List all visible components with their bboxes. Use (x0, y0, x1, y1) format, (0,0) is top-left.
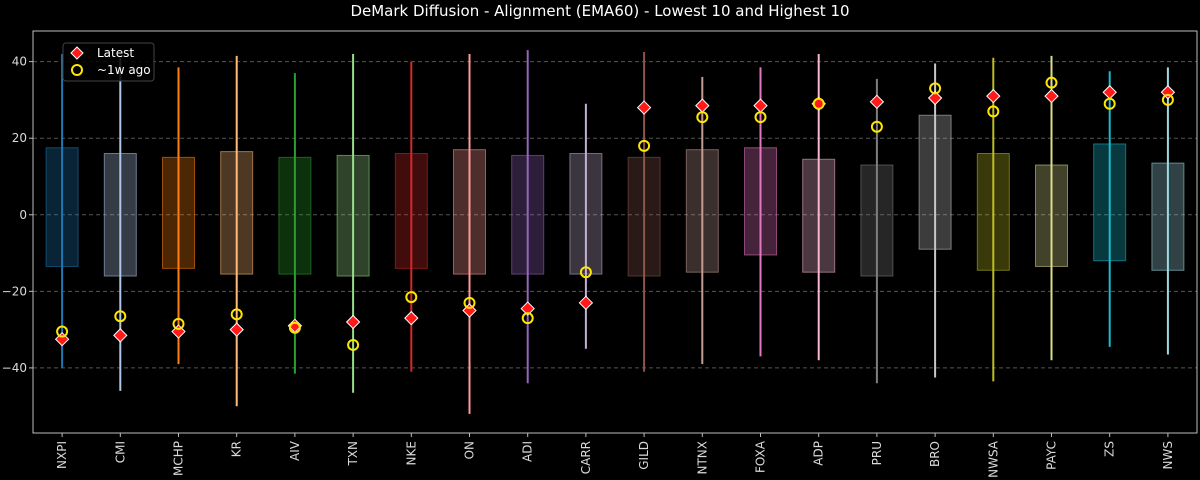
prior-marker (870, 120, 883, 133)
range-group-nxpi (45, 53, 79, 368)
markers (54, 76, 1176, 351)
x-tick-label: AIV (288, 440, 302, 461)
range-group-txn (336, 53, 370, 393)
prior-marker (638, 139, 651, 152)
prior-marker (56, 325, 69, 338)
latest-marker (404, 310, 419, 326)
x-axis: NXPI CMI MCHP KR AIV TXN NKE ON ADI CARR GILD NTNX F… (55, 433, 1175, 478)
prior-marker (463, 296, 476, 309)
prior-marker (521, 312, 534, 325)
x-tick-label: NKE (404, 441, 418, 465)
latest-marker (986, 88, 1001, 104)
y-tick-label: 0 (19, 208, 27, 222)
range-group-ntnx (685, 76, 719, 365)
prior-marker (347, 338, 360, 351)
y-tick-label: −40 (2, 361, 27, 375)
latest-marker (113, 328, 128, 343)
x-tick-label: NWS (1161, 441, 1175, 469)
latest-marker (869, 94, 885, 110)
latest-marker (1044, 88, 1059, 104)
prior-marker (987, 105, 1000, 118)
x-tick-label: KR (230, 441, 244, 457)
range-group-nwsa (976, 57, 1010, 382)
range-group-kr (220, 55, 254, 407)
latest-marker (636, 100, 652, 115)
prior-marker (754, 111, 767, 124)
prior-marker (114, 310, 127, 323)
prior-marker (579, 266, 592, 279)
latest-marker (578, 295, 594, 311)
chart-title: DeMark Diffusion - Alignment (EMA60) - L… (350, 2, 849, 20)
x-tick-label: CMI (113, 441, 127, 463)
range-group-nke (394, 61, 428, 372)
x-tick-label: BRO (928, 441, 942, 467)
x-tick-label: FOXA (754, 440, 768, 473)
range-group-mchp (162, 67, 195, 365)
x-tick-label: NXPI (55, 441, 69, 469)
y-tick-label: 40 (12, 55, 27, 69)
legend: Latest ~1w ago (62, 42, 155, 82)
x-tick-label: ADI (521, 441, 535, 462)
y-tick-label: 20 (12, 131, 27, 145)
x-tick-label: TXN (346, 441, 360, 467)
latest-marker (520, 301, 535, 316)
prior-marker (1103, 97, 1116, 110)
plot-frame (32, 30, 1198, 434)
y-tick-label: −20 (2, 284, 27, 298)
x-tick-label: ADP (812, 441, 826, 466)
legend-latest-marker (70, 46, 84, 60)
x-tick-label: CARR (579, 441, 593, 474)
x-tick-label: GILD (637, 441, 651, 470)
legend-latest-label: Latest (97, 46, 134, 60)
x-tick-label: MCHP (172, 441, 186, 476)
prior-marker (172, 317, 185, 330)
x-tick-label: ON (463, 441, 477, 459)
x-tick-label: NWSA (986, 440, 1000, 478)
prior-marker (405, 291, 418, 304)
prior-marker (812, 97, 825, 110)
range-boxes (45, 50, 1185, 414)
prior-marker (696, 111, 709, 124)
latest-marker (927, 90, 943, 106)
chart-background (33, 31, 1197, 433)
y-grid (33, 61, 1197, 369)
prior-marker (230, 308, 243, 321)
range-group-bro (918, 63, 952, 378)
x-tick-label: PRU (870, 441, 884, 465)
prior-marker (288, 321, 301, 334)
prior-marker (1161, 93, 1174, 106)
prior-marker (1045, 76, 1058, 89)
range-group-zs (1093, 71, 1127, 347)
range-group-adi (511, 50, 545, 384)
range-group-nws (1151, 67, 1185, 355)
x-tick-label: NTNX (695, 441, 709, 475)
x-tick-label: PAYC (1045, 441, 1059, 470)
legend-prior-label: ~1w ago (97, 63, 151, 77)
legend-box (62, 42, 155, 82)
legend-prior-marker (71, 64, 83, 76)
range-group-foxa (744, 67, 777, 357)
range-group-payc (1035, 55, 1068, 361)
y-axis: −40 −20 0 20 40 (2, 55, 33, 375)
latest-marker (229, 322, 244, 337)
latest-marker (345, 314, 361, 330)
range-group-pru (860, 78, 894, 384)
prior-marker (929, 82, 942, 95)
x-tick-label: ZS (1103, 441, 1117, 457)
range-group-aiv (278, 73, 312, 374)
range-group-on (453, 53, 486, 414)
